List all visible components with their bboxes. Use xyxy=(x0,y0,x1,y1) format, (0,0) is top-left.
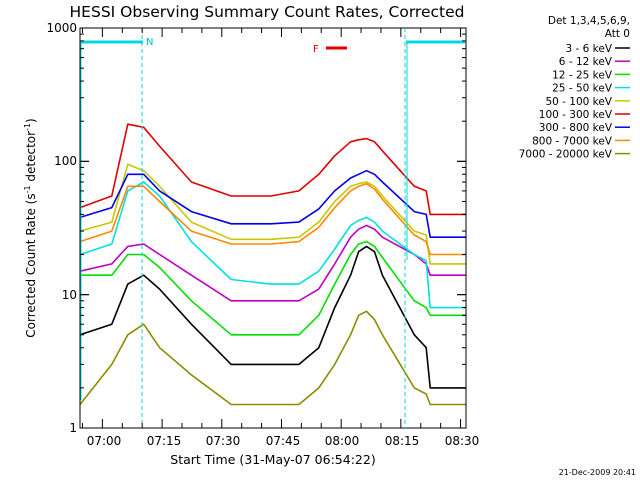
y-label-end: ) xyxy=(24,118,38,123)
legend-label: 7000 - 20000 keV xyxy=(519,149,613,161)
x-tick-label: 08:15 xyxy=(385,434,420,448)
n-flag-label: N xyxy=(146,37,153,48)
f-flag: F xyxy=(313,44,347,55)
legend-label: 6 - 12 keV xyxy=(559,56,613,68)
series-line xyxy=(79,310,466,406)
y-label-sup1: -1 xyxy=(23,185,32,193)
legend-label: 12 - 25 keV xyxy=(552,69,613,81)
legend-header-line1: Det 1,3,4,5,6,9, xyxy=(548,15,630,27)
y-axis: 1 10 100 1000 xyxy=(46,21,466,435)
y-label-mid: detector xyxy=(24,131,38,186)
legend-label: 800 - 7000 keV xyxy=(532,135,613,147)
footer-date: 21-Dec-2009 20:41 xyxy=(559,468,636,477)
plot-frame xyxy=(79,27,467,429)
chart-title: HESSI Observing Summary Count Rates, Cor… xyxy=(70,3,465,21)
legend-label: 100 - 300 keV xyxy=(539,109,613,121)
x-tick-label: 07:30 xyxy=(206,434,241,448)
x-tick-label: 08:30 xyxy=(445,434,480,448)
legend-label: 25 - 50 keV xyxy=(552,83,613,95)
n-segment-left: N xyxy=(81,37,153,48)
series-line xyxy=(79,182,466,256)
x-tick-label: 08:00 xyxy=(325,434,360,448)
legend-header-line2: Att 0 xyxy=(605,28,630,40)
x-tick-label: 07:45 xyxy=(266,434,301,448)
legend-label: 300 - 800 keV xyxy=(539,122,613,134)
y-label-main: Corrected Count Rate (s xyxy=(24,193,38,337)
y-tick-label: 10 xyxy=(62,288,77,302)
y-tick-label: 1 xyxy=(69,421,77,435)
x-tick-label: 07:00 xyxy=(87,434,122,448)
x-axis: 07:00 07:15 07:30 07:45 08:00 08:15 08:3… xyxy=(82,28,480,448)
x-axis-label: Start Time (31-May-07 06:54:22) xyxy=(170,452,375,467)
f-flag-label: F xyxy=(313,44,319,55)
y-tick-label: 1000 xyxy=(46,21,77,35)
series-line xyxy=(79,163,466,265)
x-tick-label: 07:15 xyxy=(147,434,182,448)
y-tick-label: 100 xyxy=(54,154,77,168)
y-label-sup2: -1 xyxy=(23,123,32,131)
series-line xyxy=(79,123,466,216)
series-line xyxy=(80,240,466,336)
legend-label: 3 - 6 keV xyxy=(565,43,612,55)
legend-label: 50 - 100 keV xyxy=(545,96,612,108)
series-line xyxy=(79,169,466,238)
series-line xyxy=(79,245,466,389)
series-line xyxy=(79,181,466,309)
plot-series xyxy=(79,123,466,406)
series-line xyxy=(79,224,466,302)
y-axis-label: Corrected Count Rate (s-1 detector-1) xyxy=(23,118,38,337)
